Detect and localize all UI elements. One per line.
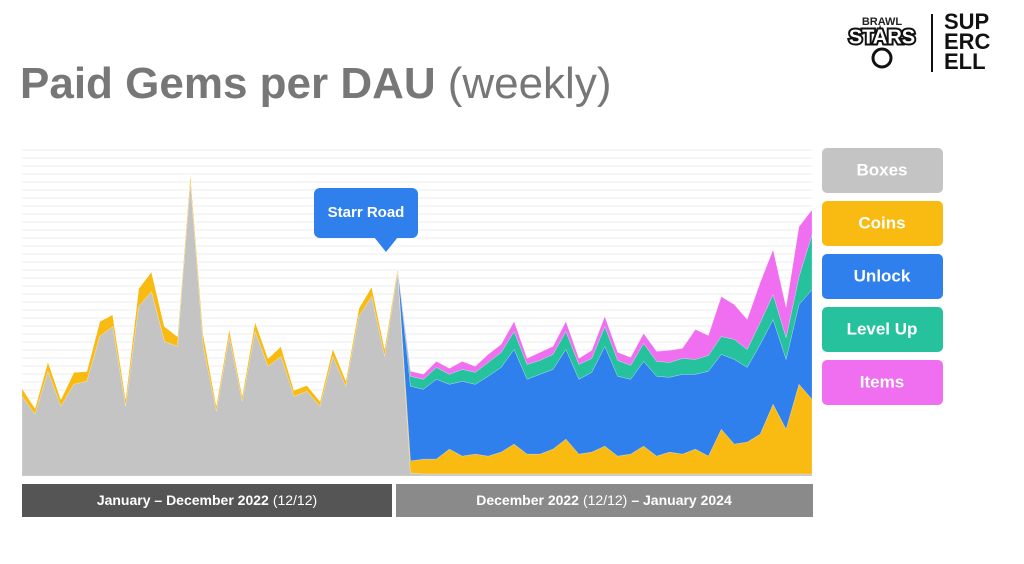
period-note: (12/12) bbox=[583, 492, 627, 508]
period-text: December 2022 bbox=[476, 492, 579, 508]
plot-area bbox=[21, 149, 813, 477]
logo-icon bbox=[871, 47, 893, 69]
period-bar bbox=[22, 484, 392, 517]
period-text: January – December 2022 bbox=[97, 492, 269, 508]
legend-swatch bbox=[822, 201, 943, 246]
logo-text: SUP bbox=[944, 9, 989, 34]
legend-swatch bbox=[822, 360, 943, 405]
title-suffix: (weekly) bbox=[448, 59, 612, 108]
legend-swatch bbox=[822, 307, 943, 352]
period-note: (12/12) bbox=[273, 492, 317, 508]
legend-swatch bbox=[822, 254, 943, 299]
logo-text: ERC bbox=[944, 29, 991, 54]
legend-label: Boxes bbox=[856, 160, 907, 179]
legend-label: Items bbox=[860, 372, 904, 391]
legend-label: Coins bbox=[858, 213, 905, 232]
period-label: January – December 2022 (12/12) bbox=[97, 492, 317, 508]
title-main: Paid Gems per DAU bbox=[20, 59, 436, 108]
annotation: Starr Road bbox=[314, 188, 418, 252]
period-text: – January 2024 bbox=[631, 492, 732, 508]
annotation-box bbox=[314, 188, 418, 238]
chart-title: Paid Gems per DAU (weekly) bbox=[20, 59, 611, 108]
logo-text: ELL bbox=[944, 49, 986, 74]
period-label: December 2022 (12/12) – January 2024 bbox=[476, 492, 732, 508]
legend-swatch bbox=[822, 148, 943, 193]
logo-text: STARS bbox=[849, 26, 915, 48]
supercell-logo: SUP ERC ELL bbox=[944, 9, 991, 74]
legend-label: Level Up bbox=[847, 319, 918, 338]
logo-text: BRAWL bbox=[862, 16, 903, 28]
brawl-stars-logo: BRAWL STARS bbox=[847, 16, 917, 69]
period-bar bbox=[396, 484, 813, 517]
area bbox=[21, 171, 813, 409]
legend-label: Unlock bbox=[854, 266, 911, 285]
legend: Boxes Coins Unlock Level Up Items bbox=[822, 148, 943, 405]
annotation-pointer bbox=[374, 237, 398, 252]
annotation-text: Starr Road bbox=[328, 204, 405, 221]
